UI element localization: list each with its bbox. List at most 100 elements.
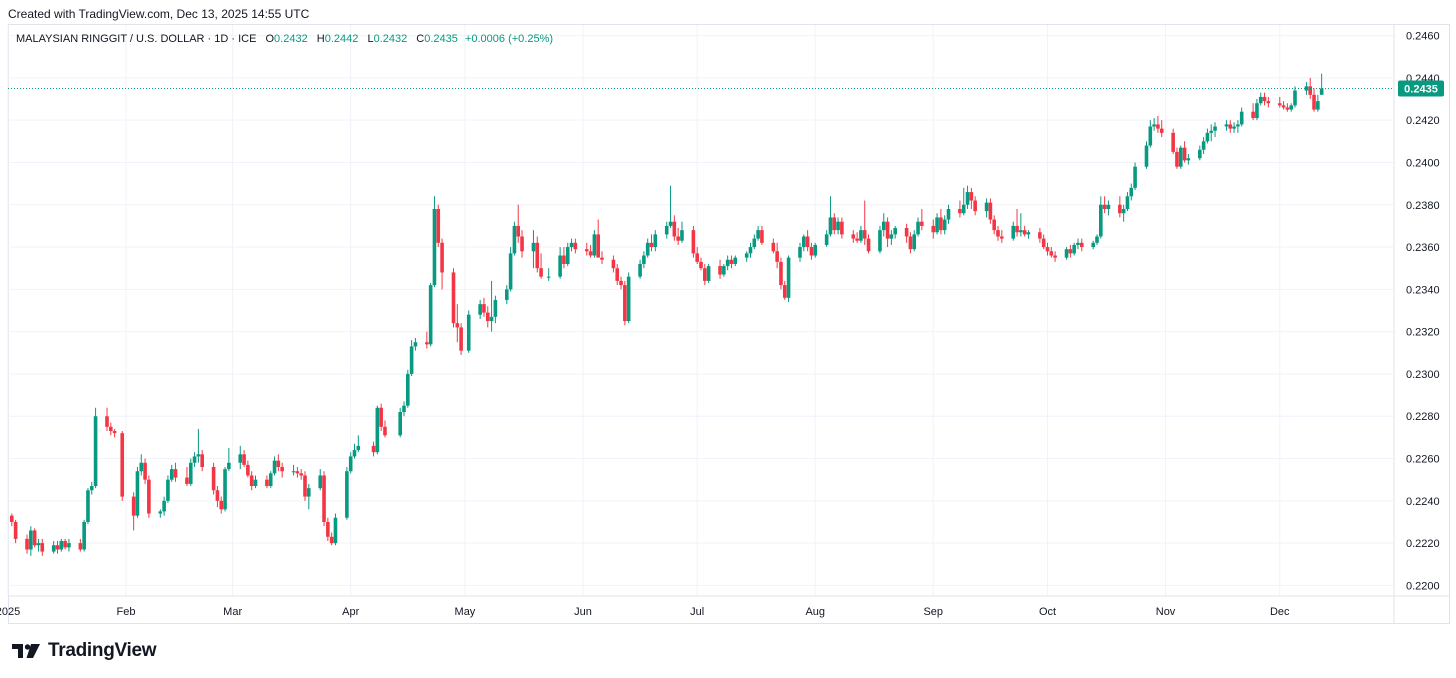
y-tick-label: 0.2340 [1406, 284, 1440, 296]
candle-body [482, 304, 486, 313]
x-tick-label: Apr [342, 606, 359, 618]
candle-body [531, 242, 536, 252]
candle-body [291, 471, 296, 473]
candle-body [782, 285, 787, 298]
candle-body [546, 276, 551, 278]
candle-body [969, 192, 974, 201]
candle-body [1308, 86, 1313, 95]
candle-body [920, 221, 924, 226]
candle-body [1171, 132, 1175, 152]
candle-body [832, 217, 837, 231]
candle-body [1045, 247, 1050, 252]
candle-body [703, 268, 707, 281]
candle-body [173, 469, 178, 478]
candle-body [307, 488, 311, 497]
candle-body [455, 323, 460, 328]
x-tick-label: Sep [923, 606, 943, 618]
candle-body [352, 450, 357, 457]
candle-body [1011, 225, 1016, 239]
candle-body [760, 230, 764, 243]
high-value: 0.2442 [324, 33, 359, 45]
candle-body [722, 266, 726, 275]
candle-body [672, 221, 677, 237]
candle-body [1019, 230, 1023, 233]
candle-body [1228, 124, 1233, 129]
candle-body [584, 249, 589, 252]
candle-body [211, 466, 216, 491]
candle-body [51, 545, 56, 552]
candle-body [1038, 232, 1042, 239]
last-price-label: 0.2435 [1404, 83, 1438, 95]
candle-body [238, 454, 243, 463]
candle-body [992, 219, 996, 231]
candle-body [996, 230, 1000, 237]
candle-body [276, 460, 281, 467]
y-tick-label: 0.2360 [1406, 242, 1440, 254]
candle-body [1125, 196, 1130, 209]
candle-body [1258, 96, 1263, 104]
candle-body [272, 460, 277, 474]
close-value: 0.2435 [424, 33, 458, 45]
candle-body [638, 263, 642, 277]
candle-body [1319, 88, 1324, 95]
candle-body [348, 456, 353, 472]
candle-body [718, 266, 722, 275]
candle-body [406, 373, 410, 406]
candle-body [398, 412, 402, 436]
candle-body [371, 445, 376, 453]
candle-body [725, 259, 730, 267]
brand-logo: TradingView [12, 640, 157, 662]
candle-body [885, 221, 890, 239]
candle-body [946, 208, 951, 220]
candle-body [196, 454, 201, 457]
candle-body [1201, 141, 1206, 150]
x-tick-label: Dec [1270, 606, 1290, 618]
low-label: L [367, 33, 374, 45]
y-tick-label: 0.2400 [1406, 157, 1440, 169]
y-tick-label: 0.2420 [1406, 115, 1440, 127]
symbol-legend: MALAYSIAN RINGGIT / U.S. DOLLAR · 1D · I… [16, 33, 553, 45]
candle-body [1182, 147, 1187, 161]
candle-body [485, 312, 490, 322]
candle-body [379, 407, 383, 427]
candle-body [824, 234, 829, 245]
candle-body [1293, 90, 1297, 106]
x-tick-label: Mar [223, 606, 242, 618]
candle-body [432, 208, 437, 286]
candle-body [32, 530, 37, 546]
candle-body [1121, 208, 1126, 214]
candle-body [36, 543, 41, 546]
candle-body [664, 225, 669, 235]
last-price-tag [1398, 80, 1444, 97]
candle-body [699, 261, 703, 269]
candle-body [1022, 230, 1027, 235]
candle-body [642, 255, 646, 264]
candle-body [1304, 86, 1309, 91]
candle-body [878, 230, 882, 252]
candle-body [120, 433, 125, 497]
candle-body [798, 247, 802, 258]
brand-name: TradingView [48, 640, 157, 661]
candle-body [192, 456, 197, 463]
candle-body [1159, 128, 1164, 133]
candle-body [851, 234, 856, 239]
y-tick-label: 0.2300 [1406, 369, 1440, 381]
candle-body [786, 257, 791, 298]
candle-body [1102, 204, 1107, 209]
candle-body [965, 192, 970, 205]
candle-body [425, 342, 429, 345]
x-tick-label: 2025 [0, 606, 20, 618]
candle-body [859, 230, 863, 241]
candle-body [596, 234, 600, 258]
candle-body [1072, 244, 1076, 254]
candle-body [1255, 103, 1259, 119]
candle-body [329, 536, 334, 544]
candle-body [489, 316, 494, 322]
candle-body [779, 261, 783, 286]
candle-body [1091, 242, 1095, 248]
candle-body [413, 342, 418, 347]
candle-body [246, 464, 250, 476]
candle-body [1118, 204, 1122, 214]
created-caption: Created with TradingView.com, Dec 13, 20… [8, 7, 310, 21]
